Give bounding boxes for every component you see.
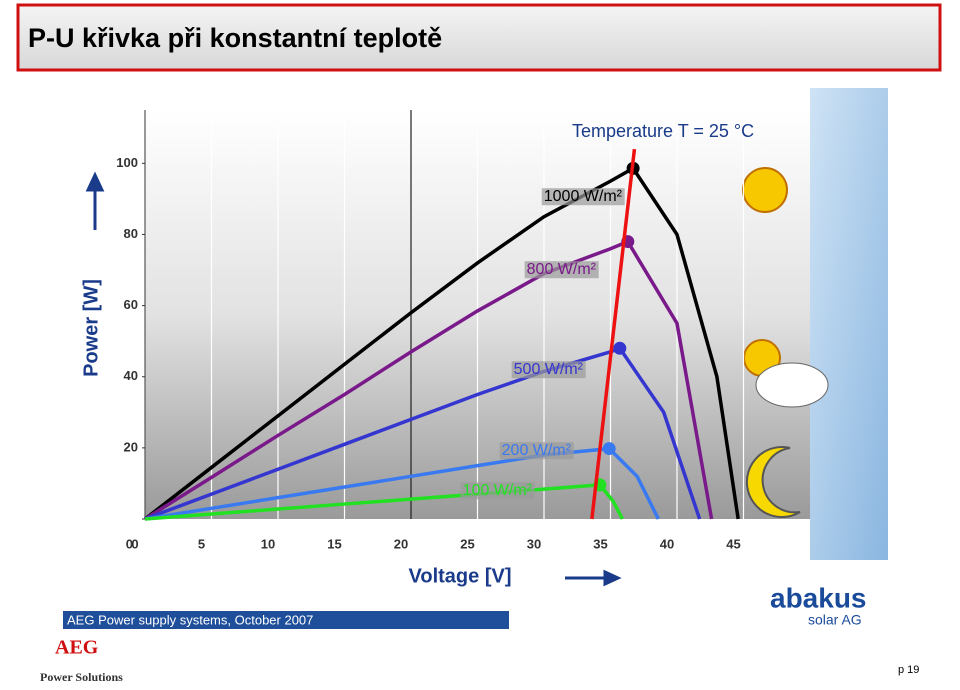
cloud-icon bbox=[743, 339, 829, 408]
y-tick-label: 80 bbox=[124, 226, 138, 241]
annotation: Temperature T = 25 °C bbox=[572, 121, 754, 141]
series-line bbox=[590, 148, 637, 520]
series-line bbox=[144, 239, 714, 521]
y-tick-label: 100 bbox=[116, 155, 138, 170]
title-box bbox=[16, 3, 942, 72]
y-arrow bbox=[85, 171, 105, 230]
y-axis-label: Power [W] bbox=[80, 279, 102, 377]
y-tick-label: 40 bbox=[124, 368, 138, 383]
series-label: 800 W/m² bbox=[527, 261, 597, 278]
series-label: 100 W/m² bbox=[463, 482, 533, 499]
y-tick-label: 0 bbox=[126, 536, 133, 551]
x-tick-label: 30 bbox=[527, 536, 541, 551]
x-tick-label: 10 bbox=[261, 536, 275, 551]
x-tick-label: 40 bbox=[660, 536, 674, 551]
series-label: 200 W/m² bbox=[502, 442, 572, 459]
page-number: p 19 bbox=[898, 664, 919, 676]
series-label: 1000 W/m² bbox=[544, 188, 623, 205]
series-line bbox=[143, 166, 740, 521]
x-axis-label: Voltage [V] bbox=[409, 565, 512, 587]
moon-icon bbox=[745, 446, 801, 519]
partner: abakus bbox=[770, 582, 867, 613]
x-tick-label: 15 bbox=[327, 536, 341, 551]
slide-title: P-U křivka při konstantní teplotě bbox=[28, 23, 442, 53]
x-arrow bbox=[565, 569, 622, 587]
series-label-bg bbox=[460, 482, 535, 500]
partner-sub: solar AG bbox=[808, 612, 862, 628]
series-label: 500 W/m² bbox=[514, 361, 584, 378]
x-tick-label: 5 bbox=[198, 536, 205, 551]
x-tick-label: 25 bbox=[460, 536, 474, 551]
x-tick-label: 0 bbox=[131, 536, 138, 551]
series-label-bg bbox=[499, 442, 574, 460]
series-line bbox=[144, 483, 625, 521]
sun-icon bbox=[742, 167, 788, 213]
series-line bbox=[144, 346, 702, 521]
y-tick-label: 20 bbox=[124, 439, 138, 454]
y-tick-label: 60 bbox=[124, 297, 138, 312]
mpp-point bbox=[602, 442, 616, 456]
mpp-point bbox=[613, 341, 627, 355]
x-tick-label: 35 bbox=[593, 536, 607, 551]
x-tick-label: 20 bbox=[394, 536, 408, 551]
series-line bbox=[144, 446, 660, 521]
x-tick-label: 45 bbox=[726, 536, 740, 551]
footer-bar bbox=[63, 611, 509, 629]
series-label-bg bbox=[511, 361, 586, 379]
brand: AEG bbox=[55, 637, 99, 659]
brand-sub: Power Solutions bbox=[40, 670, 123, 684]
panel bbox=[810, 88, 888, 560]
footer-text: AEG Power supply systems, October 2007 bbox=[67, 612, 313, 627]
series-label-bg bbox=[541, 188, 625, 206]
series-label-bg bbox=[524, 261, 599, 279]
